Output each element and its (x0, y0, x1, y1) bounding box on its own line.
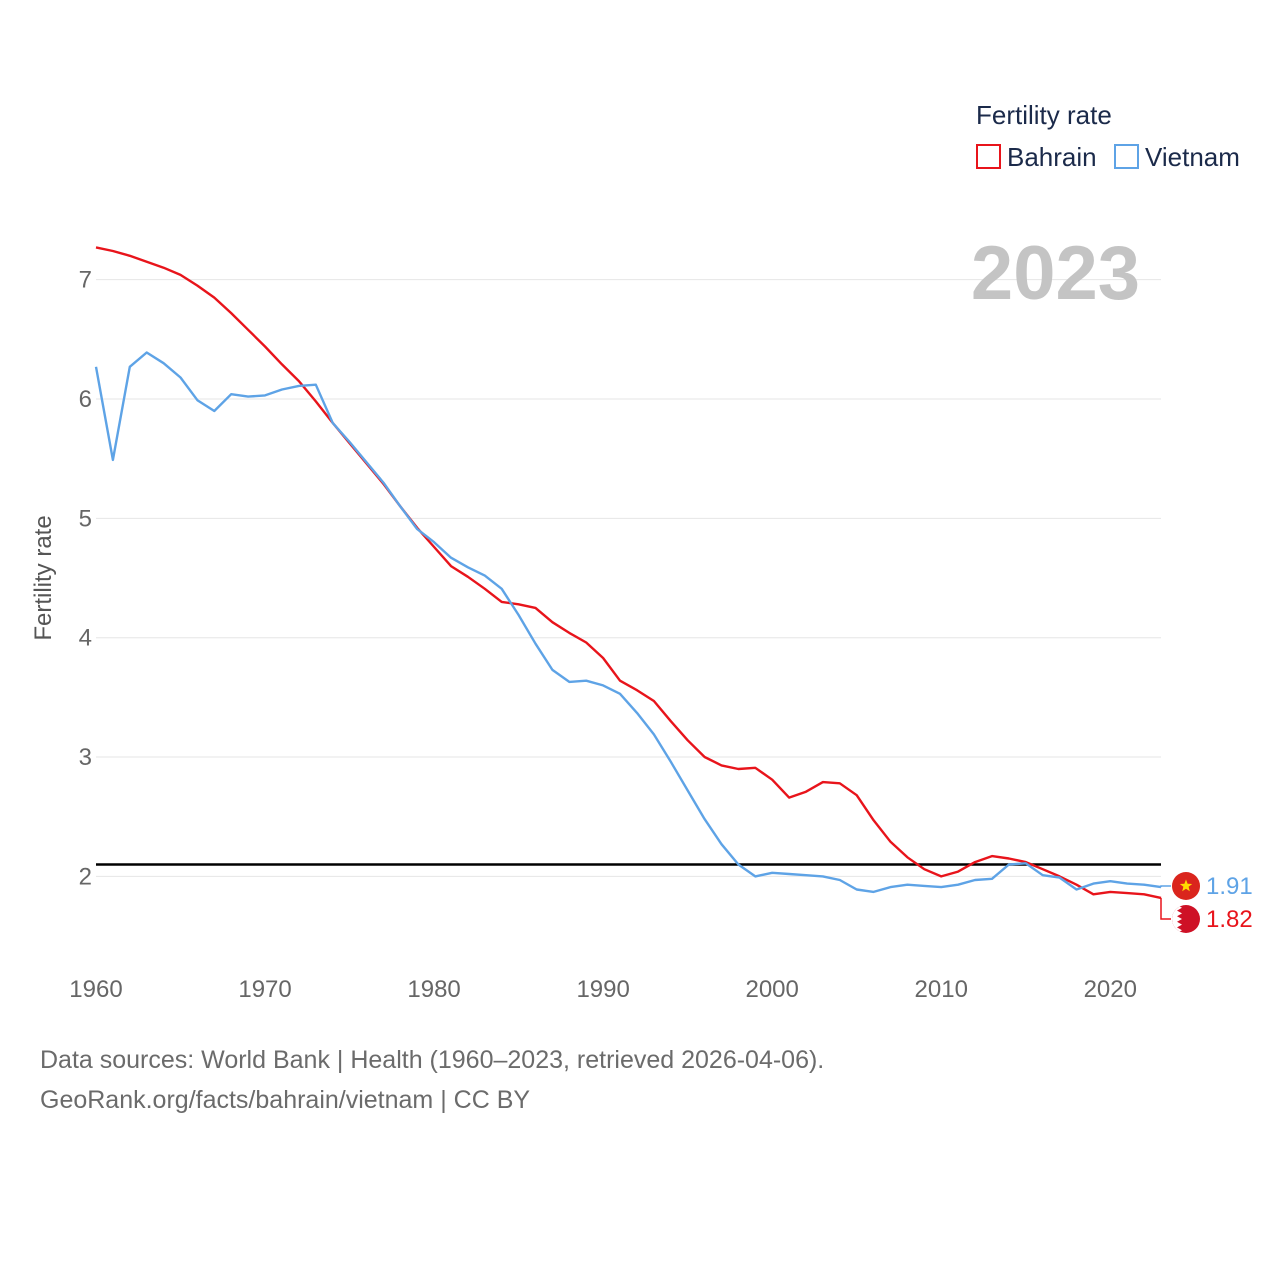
end-value-label-bahrain: 1.82 (1206, 906, 1253, 933)
legend-label-vietnam: Vietnam (1145, 142, 1240, 172)
x-axis-ticks: 1960 1970 1980 1990 2000 2010 2020 (69, 976, 1137, 1003)
x-tick-label: 1960 (69, 976, 122, 1003)
legend-item-vietnam[interactable]: Vietnam (1114, 142, 1240, 172)
legend-title: Fertility rate (976, 100, 1112, 130)
series-line-bahrain[interactable] (95, 246, 1162, 900)
flag-star (1179, 879, 1193, 892)
series-end-markers: 1.91 1.82 (1160, 872, 1253, 933)
grid-lines (96, 279, 1161, 877)
x-tick-label: 2000 (745, 976, 798, 1003)
bahrain-flag-icon (1172, 905, 1200, 933)
x-tick-label: 1970 (238, 976, 291, 1003)
fertility-rate-chart: 2 3 4 5 6 7 1960 1970 1980 1990 2000 2010 2020 Fert… (30, 100, 1253, 1003)
y-tick-label: 2 (79, 863, 92, 890)
legend-label-bahrain: Bahrain (1007, 142, 1097, 172)
series-lines (94, 246, 1162, 900)
y-tick-label: 5 (79, 505, 92, 532)
end-value-label-vietnam: 1.91 (1206, 873, 1253, 900)
source-link-text[interactable]: GeoRank.org/facts/bahrain/vietnam | CC B… (40, 1086, 531, 1114)
x-tick-label: 2020 (1084, 976, 1137, 1003)
end-connector-vietnam (1160, 885, 1171, 888)
year-watermark: 2023 (971, 231, 1140, 316)
data-sources-text: Data sources: World Bank | Health (1960–… (40, 1046, 825, 1074)
y-tick-label: 7 (79, 267, 92, 294)
legend: Fertility rate Bahrain Vietnam (976, 100, 1240, 172)
legend-swatch-bahrain (976, 144, 1001, 169)
y-tick-label: 4 (79, 625, 92, 652)
x-tick-label: 2010 (915, 976, 968, 1003)
footer: Data sources: World Bank | Health (1960–… (40, 1040, 824, 1120)
vietnam-flag-icon (1172, 872, 1200, 900)
y-tick-label: 3 (79, 744, 92, 771)
x-tick-label: 1990 (576, 976, 629, 1003)
y-axis-label: Fertility rate (30, 515, 57, 640)
end-connector-bahrain (1160, 897, 1171, 920)
legend-item-bahrain[interactable]: Bahrain (976, 142, 1097, 172)
y-tick-label: 6 (79, 386, 92, 413)
y-axis-ticks: 2 3 4 5 6 7 (79, 267, 92, 891)
legend-swatch-vietnam (1114, 144, 1139, 169)
series-line-vietnam[interactable] (94, 351, 1162, 894)
x-tick-label: 1980 (407, 976, 460, 1003)
